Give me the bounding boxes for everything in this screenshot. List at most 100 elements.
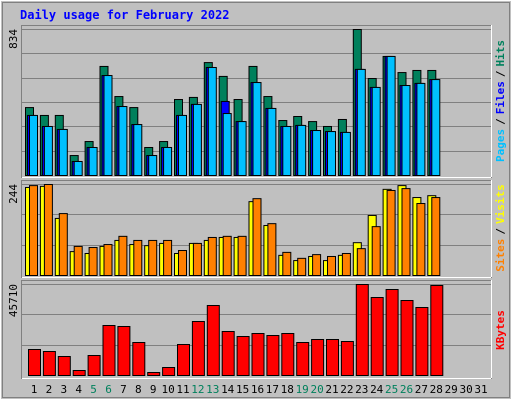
bar	[415, 307, 429, 376]
bar	[370, 297, 384, 376]
x-tick-label: 10	[161, 383, 174, 396]
x-tick-label: 30	[459, 383, 472, 396]
x-tick-label: 18	[281, 383, 294, 396]
x-tick-label: 20	[310, 383, 323, 396]
bar	[206, 305, 220, 376]
bar	[251, 332, 265, 376]
bar	[327, 255, 336, 277]
bar	[311, 339, 325, 376]
bar	[73, 160, 83, 177]
bar	[221, 331, 235, 376]
bar	[356, 68, 366, 176]
bar	[133, 124, 143, 177]
bar	[236, 336, 250, 376]
bar	[252, 198, 262, 276]
bar	[29, 114, 38, 176]
x-tick-label: 3	[60, 383, 67, 396]
bar	[192, 103, 202, 176]
bar	[282, 125, 292, 176]
bar	[118, 235, 128, 276]
x-tick-label: 25	[385, 383, 398, 396]
bar	[163, 146, 173, 176]
bar	[43, 125, 53, 176]
bar	[400, 300, 414, 376]
bar	[102, 325, 116, 376]
x-tick-label: 24	[370, 383, 384, 396]
bar	[42, 351, 56, 376]
x-tick-label: 16	[251, 383, 264, 396]
bar	[401, 188, 411, 276]
bar	[207, 236, 217, 276]
bar	[341, 252, 351, 276]
bar	[371, 226, 381, 277]
x-tick-label: 29	[445, 383, 458, 396]
bar	[416, 203, 426, 276]
x-tick-label: 23	[355, 383, 368, 396]
bar	[327, 131, 336, 176]
legend: Sites / Visits	[494, 184, 507, 272]
x-tick-label: 5	[90, 383, 97, 396]
bar	[281, 332, 295, 376]
bar	[356, 248, 366, 276]
bar	[252, 82, 262, 176]
bar	[117, 326, 131, 376]
x-tick-label: 11	[176, 383, 189, 396]
bar	[386, 55, 396, 176]
y-tick-label: 834	[7, 29, 20, 49]
bar	[58, 213, 68, 276]
bar	[148, 239, 158, 277]
bar	[147, 371, 161, 377]
legend-entry: Files	[494, 81, 507, 114]
bar	[177, 344, 190, 376]
chart-title: Daily usage for February 2022	[20, 8, 230, 22]
bar	[118, 106, 128, 176]
bar	[178, 250, 187, 277]
bar	[87, 355, 101, 376]
bar	[222, 235, 232, 276]
x-tick-label: 26	[400, 383, 413, 396]
bar	[73, 245, 83, 276]
bar	[222, 113, 232, 176]
x-tick-label: 22	[340, 383, 353, 396]
x-tick-label: 19	[296, 383, 309, 396]
legend-separator: /	[494, 118, 507, 125]
bar	[191, 321, 205, 376]
x-tick-label: 9	[150, 383, 157, 396]
bar	[312, 254, 322, 277]
bar	[28, 349, 41, 376]
bar	[72, 369, 86, 377]
x-tick-label: 6	[105, 383, 112, 396]
bar	[57, 355, 71, 377]
x-tick-label: 8	[135, 383, 142, 396]
bar	[88, 247, 98, 276]
legend-entry: Pages	[494, 129, 507, 162]
bar	[355, 284, 369, 376]
bar	[133, 239, 143, 277]
bar	[296, 342, 310, 376]
bar	[282, 251, 292, 276]
bar	[371, 86, 381, 176]
bar	[267, 223, 277, 276]
y-tick-label: 244	[7, 184, 20, 204]
legend: Pages / Files / Hits	[494, 40, 507, 162]
bar	[297, 124, 307, 176]
legend-entry: Visits	[494, 184, 507, 224]
x-tick-label: 28	[430, 383, 443, 396]
bar	[312, 130, 322, 177]
bar	[163, 239, 173, 277]
bar	[58, 128, 68, 176]
bar	[340, 341, 354, 376]
bar	[192, 242, 202, 276]
bar	[162, 367, 176, 376]
x-tick-label: 2	[46, 383, 53, 396]
bar	[401, 85, 411, 176]
bar	[266, 335, 280, 376]
bar	[385, 289, 399, 376]
bar	[43, 184, 53, 276]
legend-entry: KBytes	[494, 310, 507, 350]
x-tick-label: 4	[75, 383, 82, 396]
bar	[207, 66, 217, 176]
bar	[178, 114, 187, 176]
